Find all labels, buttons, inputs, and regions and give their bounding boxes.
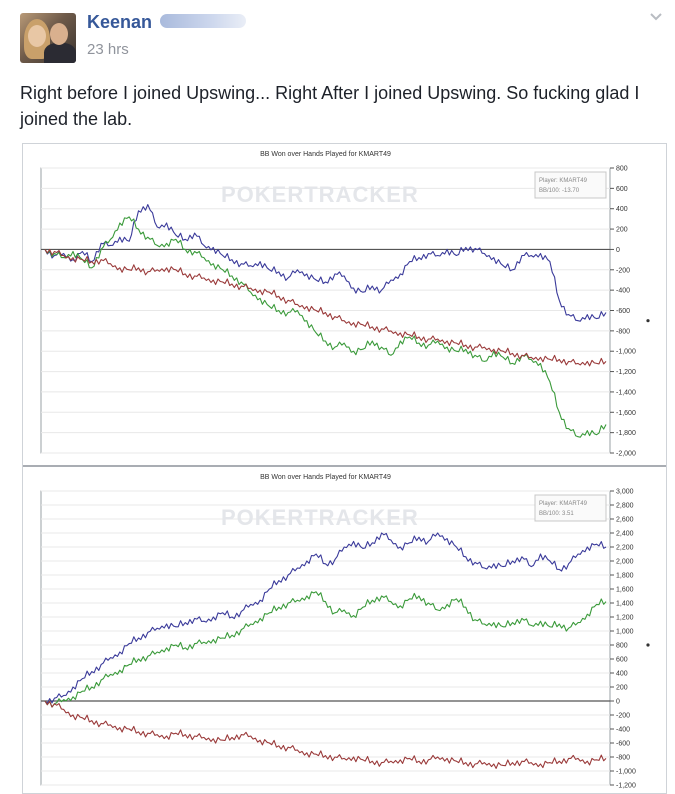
profile-photo[interactable] [20,13,76,63]
y-tick-label: 400 [616,671,628,678]
y-tick-label: 1,200 [616,615,634,622]
avatar-face-right [50,23,68,45]
series-line-0 [44,532,607,704]
y-tick-label: -1,800 [616,430,636,437]
legend-text: Player: KMART49 [539,501,588,507]
series-line-1 [44,216,607,438]
chart-svg: BB Won over Hands Played for KMART49 3,00… [40,474,650,790]
watermark: POKERTRACKER [221,505,419,530]
legend-text: Player: KMART49 [539,178,588,184]
y-tick-label: 800 [616,166,628,173]
post-timestamp[interactable]: 23 hrs [87,41,129,58]
y-tick-label: 1,000 [616,629,634,636]
plot-area [40,490,611,786]
y-tick-label: 0 [616,699,620,706]
y-tick-label: 200 [616,685,628,692]
chart-legend: Player: KMART49 BB/100: 3.51 [534,494,607,522]
y-tick-label: -1,600 [616,410,636,417]
chevron-down-icon[interactable] [649,10,663,24]
author-name[interactable]: Keenan [87,12,153,32]
y-tick-label: -200 [616,267,630,274]
y-tick-label: -400 [616,727,630,734]
series-line-2 [44,248,607,367]
y-tick-label: 200 [616,227,628,234]
y-tick-label: 2,000 [616,559,634,566]
y-tick-label: -400 [616,288,630,295]
y-tick-label: 600 [616,657,628,664]
y-tick-label: -600 [616,308,630,315]
y-tick-label: -1,200 [616,369,636,376]
y-tick-label: 3,000 [616,489,634,496]
chart-title: BB Won over Hands Played for KMART49 [260,474,391,481]
legend-text: BB/100: -13.70 [539,188,580,194]
chart-svg: BB Won over Hands Played for KMART49 800 6… [40,151,650,458]
y-tick-label: 1,800 [616,573,634,580]
poker-chart-after: BB Won over Hands Played for KMART49 3,00… [23,467,666,793]
side-marker [646,319,650,323]
y-tick-label: -800 [616,328,630,335]
y-tick-label: 1,400 [616,601,634,608]
y-tick-label: 2,800 [616,503,634,510]
y-tick-label: -2,000 [616,451,636,458]
chart-divider [23,465,666,467]
y-tick-label: -200 [616,713,630,720]
chart-legend: Player: KMART49 BB/100: -13.70 [534,171,607,199]
avatar-face-left [28,25,46,47]
chart-title: BB Won over Hands Played for KMART49 [260,151,391,158]
y-tick-label: -1,000 [616,349,636,356]
series-line-1 [44,591,607,708]
y-tick-label: -800 [616,755,630,762]
watermark: POKERTRACKER [221,182,419,207]
side-marker [646,643,650,647]
y-tick-label: 2,200 [616,545,634,552]
post-text: Right before I joined Upswing... Right A… [20,83,640,129]
legend-text: BB/100: 3.51 [539,511,574,517]
series-line-2 [44,700,607,769]
y-tick-label: -1,200 [616,783,636,790]
y-tick-label: -1,400 [616,389,636,396]
y-tick-label: 400 [616,206,628,213]
y-tick-label: 1,600 [616,587,634,594]
y-tick-label: -1,000 [616,769,636,776]
post-image[interactable]: BB Won over Hands Played for KMART49 800 6… [22,143,667,794]
poker-chart-before: BB Won over Hands Played for KMART49 800 6… [23,144,666,465]
avatar-person-right [44,43,76,63]
y-tick-label: 800 [616,643,628,650]
y-tick-label: 2,400 [616,531,634,538]
series-line-0 [44,204,607,322]
y-tick-label: 0 [616,247,620,254]
y-tick-label: 2,600 [616,517,634,524]
redacted-surname [160,14,246,28]
y-tick-label: -600 [616,741,630,748]
y-tick-label: 600 [616,186,628,193]
